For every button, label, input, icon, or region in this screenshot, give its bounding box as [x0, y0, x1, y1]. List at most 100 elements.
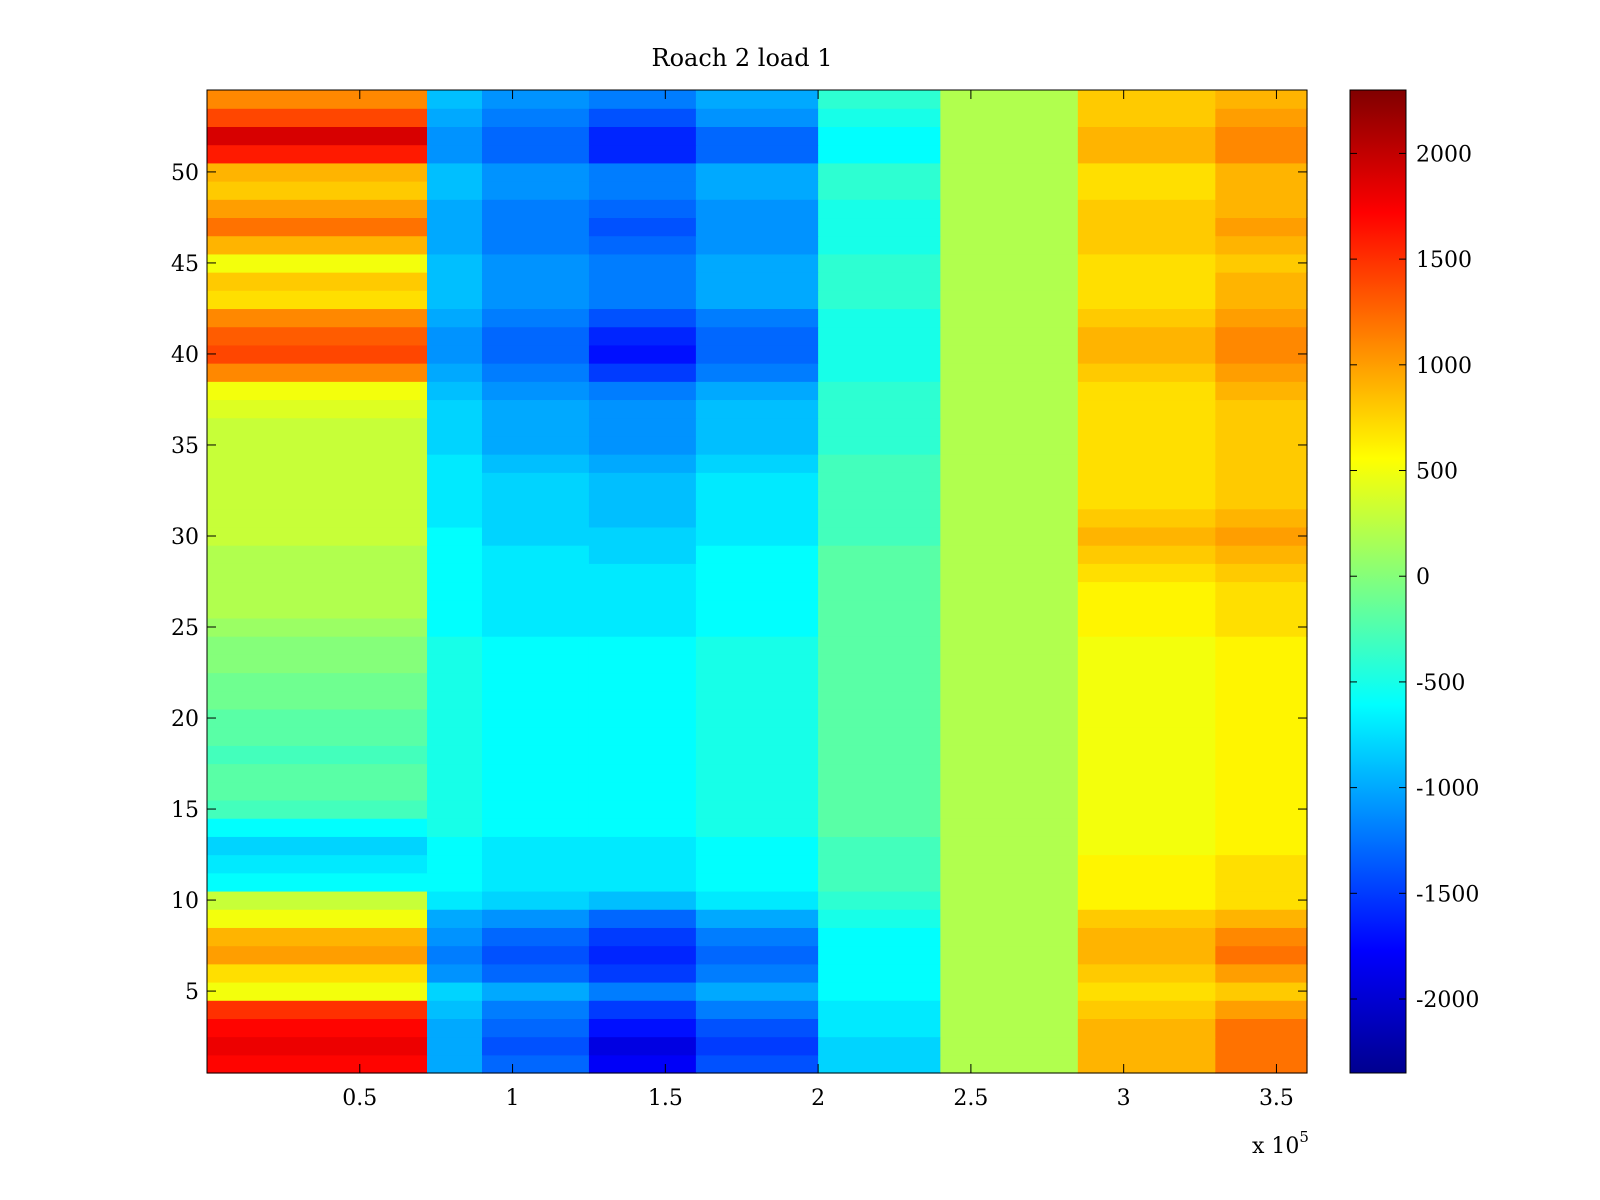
heatmap-cell	[588, 890, 697, 910]
heatmap-cell	[695, 181, 819, 200]
heatmap-cell	[1215, 508, 1308, 528]
heatmap-cell	[427, 126, 483, 146]
heatmap-cell	[940, 581, 1079, 601]
heatmap-cell	[427, 563, 483, 583]
heatmap-cell	[940, 1036, 1079, 1056]
heatmap-cell	[482, 909, 590, 928]
heatmap-cell	[427, 545, 483, 564]
heatmap-cell	[207, 836, 428, 856]
heatmap-cell	[588, 290, 697, 310]
heatmap-cell	[207, 563, 428, 583]
heatmap-cell	[427, 672, 483, 692]
heatmap-cell	[588, 363, 697, 382]
x-tick-label: 3.5	[1259, 1086, 1294, 1111]
heatmap-cell	[695, 617, 819, 637]
heatmap-cell	[818, 654, 941, 674]
heatmap-cell	[427, 472, 483, 492]
heatmap-cell	[818, 818, 941, 837]
heatmap-cell	[207, 90, 428, 109]
heatmap-cell	[818, 144, 941, 164]
heatmap-cell	[1077, 799, 1216, 819]
heatmap-cell	[695, 472, 819, 492]
heatmap-cell	[427, 1018, 483, 1038]
heatmap-cell	[427, 581, 483, 601]
heatmap-cell	[695, 890, 819, 910]
heatmap-cell	[427, 945, 483, 965]
heatmap-cell	[818, 945, 941, 965]
colorbar-tick-label: -1500	[1416, 882, 1479, 907]
heatmap-cell	[1215, 435, 1308, 455]
y-tick-label: 45	[171, 252, 199, 277]
x-axis-multiplier-exponent: 5	[1299, 1128, 1309, 1146]
heatmap-cell	[482, 981, 590, 1001]
heatmap-cell	[588, 272, 697, 291]
heatmap-cell	[427, 890, 483, 910]
heatmap-cell	[695, 235, 819, 255]
heatmap-cell	[207, 526, 428, 546]
heatmap-cell	[695, 745, 819, 765]
heatmap-cell	[588, 545, 697, 564]
heatmap-cell	[482, 162, 590, 182]
heatmap-cell	[695, 945, 819, 965]
heatmap-cell	[940, 1000, 1079, 1019]
heatmap-cell	[1077, 727, 1216, 746]
heatmap-cell	[588, 417, 697, 437]
heatmap-cell	[1077, 927, 1216, 947]
heatmap-cell	[695, 909, 819, 928]
heatmap-cell	[818, 563, 941, 583]
heatmap-cell	[1215, 545, 1308, 564]
heatmap-cell	[1077, 818, 1216, 837]
heatmap-cell	[482, 417, 590, 437]
heatmap-cell	[427, 617, 483, 637]
heatmap-cell	[482, 763, 590, 783]
heatmap-cell	[427, 490, 483, 510]
heatmap-cell	[940, 708, 1079, 728]
heatmap-cell	[482, 181, 590, 200]
heatmap-cell	[588, 909, 697, 928]
colorbar-tick-label: 2000	[1416, 142, 1472, 167]
heatmap-cell	[588, 253, 697, 273]
heatmap-cell	[482, 945, 590, 965]
heatmap-cell	[940, 599, 1079, 619]
heatmap-cell	[482, 636, 590, 655]
y-tick-label: 15	[171, 798, 199, 823]
heatmap-cell	[1215, 799, 1308, 819]
heatmap-cell	[588, 508, 697, 528]
heatmap-cell	[695, 581, 819, 601]
heatmap-cell	[1215, 708, 1308, 728]
heatmap-cell	[940, 981, 1079, 1001]
heatmap-cell	[1077, 599, 1216, 619]
heatmap-cell	[695, 818, 819, 837]
heatmap-cell	[207, 909, 428, 928]
heatmap-cell	[695, 654, 819, 674]
heatmap-cell	[940, 745, 1079, 765]
heatmap-cell	[1215, 90, 1308, 109]
heatmap-cell	[207, 981, 428, 1001]
heatmap-cell	[1215, 108, 1308, 127]
heatmap-cell	[940, 490, 1079, 510]
heatmap-cell	[482, 290, 590, 310]
heatmap-cell	[482, 126, 590, 146]
heatmap-cell	[427, 1054, 483, 1074]
heatmap-cell	[1077, 581, 1216, 601]
heatmap-cell	[818, 217, 941, 237]
heatmap-cell	[695, 90, 819, 109]
heatmap-cell	[1077, 326, 1216, 346]
heatmap-cell	[1215, 290, 1308, 310]
heatmap-cell	[427, 272, 483, 291]
heatmap-cell	[818, 708, 941, 728]
heatmap-cell	[1215, 162, 1308, 182]
heatmap-cell	[695, 727, 819, 746]
heatmap-cell	[940, 108, 1079, 127]
heatmap-cell	[427, 454, 483, 473]
heatmap-cell	[427, 981, 483, 1001]
heatmap-cell	[427, 1036, 483, 1056]
heatmap-cell	[940, 526, 1079, 546]
heatmap-cell	[427, 326, 483, 346]
heatmap-cell	[482, 1036, 590, 1056]
heatmap-cell	[940, 235, 1079, 255]
heatmap-cell	[695, 836, 819, 856]
heatmap-cell	[1215, 217, 1308, 237]
heatmap-cell	[207, 217, 428, 237]
heatmap-cell	[818, 363, 941, 382]
